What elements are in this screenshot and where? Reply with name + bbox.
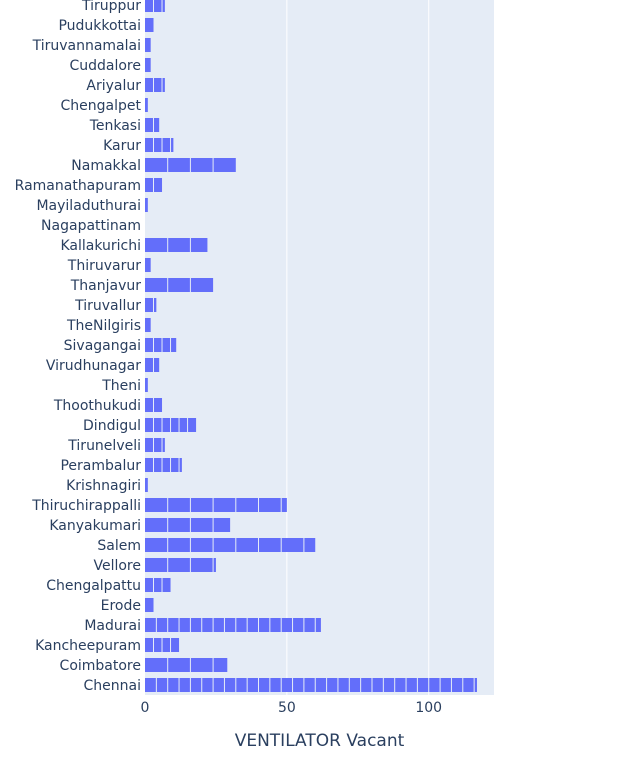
bar-perambalur[interactable] xyxy=(145,458,182,472)
bar-chengalpet[interactable] xyxy=(145,98,148,112)
bar-tirunelveli[interactable] xyxy=(145,438,165,452)
y-tick-label-tiruppur: Tiruppur xyxy=(81,0,141,14)
x-tick-labels: 0 50 100 xyxy=(141,700,443,716)
bar-mayiladuthurai[interactable] xyxy=(145,198,148,212)
bar-karur[interactable] xyxy=(145,138,174,152)
bar-tiruvannamalai[interactable] xyxy=(145,38,151,52)
y-tick-label-thenilgiris: TheNilgiris xyxy=(66,318,141,334)
y-tick-label-chengalpet: Chengalpet xyxy=(61,98,142,114)
bar-chengalpattu[interactable] xyxy=(145,578,171,592)
bar-krishnagiri[interactable] xyxy=(145,478,148,492)
y-tick-label-theni: Theni xyxy=(101,378,141,394)
y-tick-label-tiruvannamalai: Tiruvannamalai xyxy=(32,38,141,54)
y-tick-label-ramanathapuram: Ramanathapuram xyxy=(15,178,141,194)
bar-chennai[interactable] xyxy=(145,678,477,692)
y-tick-label-nagapattinam: Nagapattinam xyxy=(41,218,141,234)
bar-tenkasi[interactable] xyxy=(145,118,160,132)
bar-tiruppur[interactable] xyxy=(145,0,165,12)
y-tick-label-tenkasi: Tenkasi xyxy=(89,118,141,134)
y-tick-label-tiruvallur: Tiruvallur xyxy=(74,298,141,314)
bar-virudhunagar[interactable] xyxy=(145,358,160,372)
bar-kallakurichi[interactable] xyxy=(145,238,208,252)
y-tick-label-sivagangai: Sivagangai xyxy=(64,338,141,354)
plot-background xyxy=(145,0,494,695)
bar-vellore[interactable] xyxy=(145,558,216,572)
bar-thanjavur[interactable] xyxy=(145,278,214,292)
y-tick-label-madurai: Madurai xyxy=(84,618,141,634)
bar-erode[interactable] xyxy=(145,598,154,612)
y-tick-label-kancheepuram: Kancheepuram xyxy=(35,638,141,654)
x-axis-title: VENTILATOR Vacant xyxy=(235,731,405,751)
y-tick-label-thanjavur: Thanjavur xyxy=(70,278,142,294)
bar-coimbatore[interactable] xyxy=(145,658,228,672)
bar-thiruvarur[interactable] xyxy=(145,258,151,272)
y-tick-label-chengalpattu: Chengalpattu xyxy=(46,578,141,594)
y-tick-label-ariyalur: Ariyalur xyxy=(86,78,141,94)
x-tick-label-100: 100 xyxy=(415,700,442,716)
bar-ariyalur[interactable] xyxy=(145,78,165,92)
bar-salem[interactable] xyxy=(145,538,316,552)
y-tick-label-thoothukudi: Thoothukudi xyxy=(53,398,141,414)
y-tick-labels: Tiruppur Pudukkottai Tiruvannamalai Cuddalo… xyxy=(15,0,142,694)
bar-pudukkottai[interactable] xyxy=(145,18,154,32)
bar-kanyakumari[interactable] xyxy=(145,518,231,532)
bar-sivagangai[interactable] xyxy=(145,338,177,352)
y-tick-label-salem: Salem xyxy=(97,538,141,554)
gridlines xyxy=(286,0,430,695)
bar-cuddalore[interactable] xyxy=(145,58,151,72)
x-tick-label-0: 0 xyxy=(141,700,150,716)
bar-theni[interactable] xyxy=(145,378,148,392)
y-tick-label-kallakurichi: Kallakurichi xyxy=(60,238,141,254)
bar-madurai[interactable] xyxy=(145,618,321,632)
bar-tiruvallur[interactable] xyxy=(145,298,157,312)
y-tick-label-kanyakumari: Kanyakumari xyxy=(49,518,141,534)
y-tick-label-dindigul: Dindigul xyxy=(83,418,141,434)
bar-thiruchirappalli[interactable] xyxy=(145,498,287,512)
y-tick-label-cuddalore: Cuddalore xyxy=(69,58,141,74)
y-tick-label-pudukkottai: Pudukkottai xyxy=(58,18,141,34)
bar-thenilgiris[interactable] xyxy=(145,318,151,332)
y-tick-label-virudhunagar: Virudhunagar xyxy=(46,358,141,374)
y-tick-label-erode: Erode xyxy=(101,598,141,614)
y-tick-label-coimbatore: Coimbatore xyxy=(60,658,141,674)
y-tick-label-chennai: Chennai xyxy=(84,678,141,694)
y-tick-label-perambalur: Perambalur xyxy=(60,458,141,474)
x-tick-label-50: 50 xyxy=(278,700,296,716)
y-tick-label-tirunelveli: Tirunelveli xyxy=(67,438,141,454)
y-tick-label-karur: Karur xyxy=(103,138,141,154)
bars xyxy=(145,0,477,692)
y-tick-label-krishnagiri: Krishnagiri xyxy=(66,478,141,494)
y-tick-label-mayiladuthurai: Mayiladuthurai xyxy=(36,198,141,214)
y-tick-label-thiruchirappalli: Thiruchirappalli xyxy=(31,498,141,514)
y-tick-label-namakkal: Namakkal xyxy=(71,158,141,174)
y-tick-label-thiruvarur: Thiruvarur xyxy=(67,258,141,274)
y-tick-label-vellore: Vellore xyxy=(93,558,141,574)
